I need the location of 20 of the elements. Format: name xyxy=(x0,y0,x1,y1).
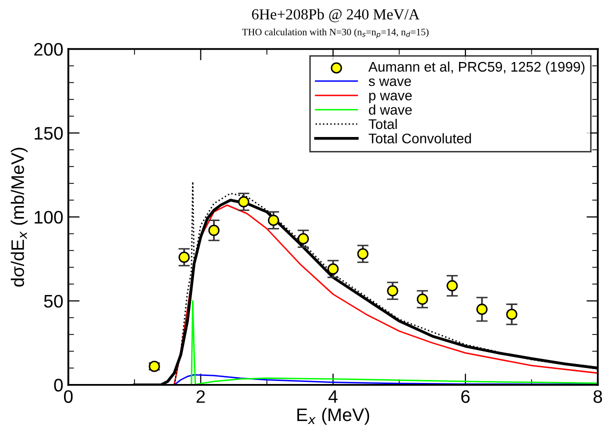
legend-label: Total Convoluted xyxy=(368,133,471,144)
y-tick-label: 0 xyxy=(54,378,63,392)
y-tick-label: 50 xyxy=(44,294,63,308)
x-tick-label: 0 xyxy=(64,390,73,403)
legend-label: s wave xyxy=(368,78,411,86)
y-tick-label: 200 xyxy=(34,42,63,56)
x-tick-label: 4 xyxy=(328,390,338,403)
legend-label: d wave xyxy=(368,104,412,115)
chart-subtitle: THO calculation with N=30 (n$_{s}$=n$_{p}$=14, n$_{d}$=15) xyxy=(242,28,429,38)
x-axis-title: E$_{x}$ (MeV) xyxy=(297,408,370,425)
x-tick-label: 2 xyxy=(196,390,205,403)
x-tick-label: 8 xyxy=(594,390,602,403)
legend-label: Aumann et al, PRC59, 1252 (1999) xyxy=(368,62,584,74)
y-axis-title: dσ/dE$_{x}$ (mb/MeV) xyxy=(10,148,28,287)
chart-title: 6He+208Pb @ 240 MeV/A xyxy=(252,8,420,22)
legend-label: p wave xyxy=(369,92,412,104)
x-tick-label: 6 xyxy=(461,390,470,403)
legend-label: Total xyxy=(368,118,397,130)
y-tick-label: 100 xyxy=(34,210,63,224)
y-tick-label: 150 xyxy=(34,126,63,140)
